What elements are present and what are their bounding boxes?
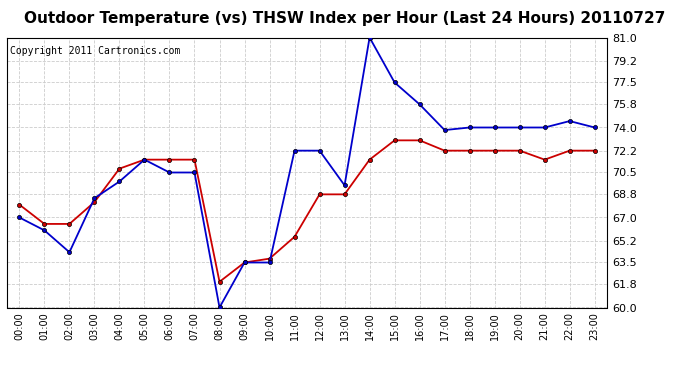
Text: Copyright 2011 Cartronics.com: Copyright 2011 Cartronics.com (10, 46, 180, 56)
Text: Outdoor Temperature (vs) THSW Index per Hour (Last 24 Hours) 20110727: Outdoor Temperature (vs) THSW Index per … (24, 11, 666, 26)
